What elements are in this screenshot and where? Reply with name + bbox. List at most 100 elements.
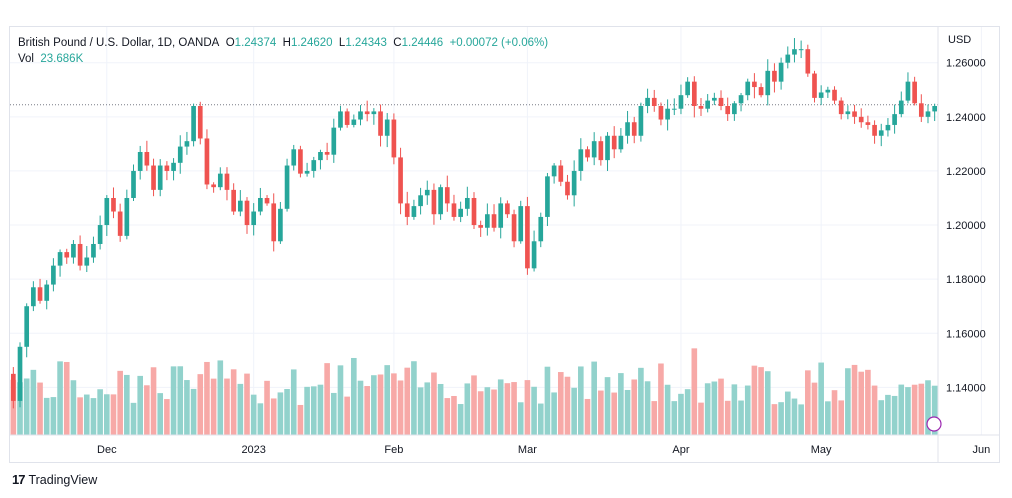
volume-bar: [517, 402, 524, 435]
candle-body: [625, 122, 630, 136]
candle-body: [77, 243, 83, 266]
candle-body: [525, 206, 530, 269]
candle-body: [725, 106, 731, 115]
volume-bar: [905, 387, 911, 435]
candle-body: [858, 116, 864, 123]
volume-bar: [43, 397, 50, 435]
volume-bar: [751, 365, 758, 435]
candle-body: [438, 187, 443, 215]
event-marker-icon[interactable]: [926, 416, 942, 432]
candle-body: [685, 81, 690, 96]
volume-bar: [571, 387, 577, 435]
volume-bar: [885, 394, 891, 435]
candle-body: [792, 49, 797, 55]
volume-bar: [671, 401, 678, 435]
candle-body: [538, 216, 544, 242]
volume-bar: [230, 369, 237, 435]
candle-body: [905, 81, 911, 101]
candle-body: [825, 89, 831, 93]
candle-body: [91, 243, 96, 258]
x-tick-label: Feb: [384, 444, 403, 456]
tradingview-logo-icon: 17: [12, 472, 26, 487]
change-value: +0.00072 (+0.06%): [449, 37, 549, 49]
candle-body: [244, 200, 250, 226]
volume-bar: [431, 372, 437, 435]
volume-bar: [217, 360, 224, 435]
candle-body: [431, 189, 437, 215]
candle-body: [571, 170, 577, 196]
candle-body: [144, 151, 150, 166]
candle-body: [665, 108, 670, 120]
volume-bar: [411, 361, 417, 435]
candle-body: [111, 197, 116, 212]
volume-bar: [270, 398, 277, 435]
volume-bar: [351, 357, 357, 435]
candle-body: [197, 106, 203, 139]
x-tick-label: Dec: [97, 444, 117, 456]
volume-bar: [524, 380, 531, 435]
candle-body: [591, 141, 597, 158]
volume-bar: [631, 379, 638, 435]
volume-bar: [244, 373, 250, 435]
high-label: H: [282, 37, 291, 49]
volume-bar: [771, 404, 778, 435]
candle-body: [191, 106, 196, 142]
y-tick-label: 1.16000: [946, 328, 986, 340]
volume-bar: [264, 380, 270, 435]
candle-body: [131, 170, 136, 198]
brand[interactable]: 17 TradingView: [12, 472, 97, 487]
candle-body: [171, 162, 176, 171]
volume-bar: [157, 393, 164, 435]
volume-bar: [457, 404, 464, 435]
volume-bar: [778, 402, 784, 435]
volume-bar: [798, 404, 804, 435]
candle-body: [271, 203, 277, 242]
volume-bar: [357, 380, 364, 435]
candle-body: [932, 106, 937, 112]
low-label: L: [338, 37, 346, 49]
candle-body: [358, 111, 363, 120]
volume-bar: [871, 385, 878, 435]
candle-body: [31, 287, 36, 307]
high-value: 1.24620: [290, 37, 333, 49]
volume-bar: [17, 382, 23, 435]
volume-bar: [791, 398, 798, 435]
volume-bar: [698, 402, 704, 435]
candle-body: [37, 287, 43, 301]
volume-bar: [731, 384, 738, 435]
candle-body: [838, 100, 844, 115]
volume-bar: [644, 381, 651, 435]
chart-legend: British Pound / U.S. Dollar, 1D, OANDA O…: [18, 35, 548, 67]
candle-body: [565, 181, 570, 196]
candle-body: [778, 62, 784, 82]
candle-body: [418, 195, 423, 207]
candle-body: [605, 135, 610, 161]
candle-body: [424, 189, 430, 196]
candle-body: [718, 97, 724, 107]
volume-bar: [651, 401, 658, 435]
volume-bar: [925, 380, 931, 435]
volume-bar: [23, 378, 30, 435]
close-value: 1.24446: [401, 37, 444, 49]
volume-bar: [557, 372, 564, 435]
volume-bar: [144, 385, 150, 435]
candle-body: [137, 151, 143, 171]
volume-bar: [404, 367, 411, 435]
volume-bar: [90, 398, 97, 435]
candle-body: [204, 138, 210, 185]
x-tick-label: Jun: [973, 444, 991, 456]
volume-bar: [50, 397, 57, 435]
candle-body: [338, 111, 343, 128]
candle-body: [505, 203, 510, 215]
candle-body: [772, 70, 777, 82]
volume-bar: [63, 361, 70, 435]
ohlc-row: British Pound / U.S. Dollar, 1D, OANDA O…: [18, 35, 548, 51]
volume-value: 23.686K: [40, 53, 84, 65]
volume-bar: [831, 390, 838, 435]
candle-body: [104, 197, 110, 226]
volume-bar: [284, 388, 290, 435]
volume-bar: [758, 367, 764, 435]
candle-body: [304, 170, 310, 174]
candle-body: [351, 119, 357, 125]
